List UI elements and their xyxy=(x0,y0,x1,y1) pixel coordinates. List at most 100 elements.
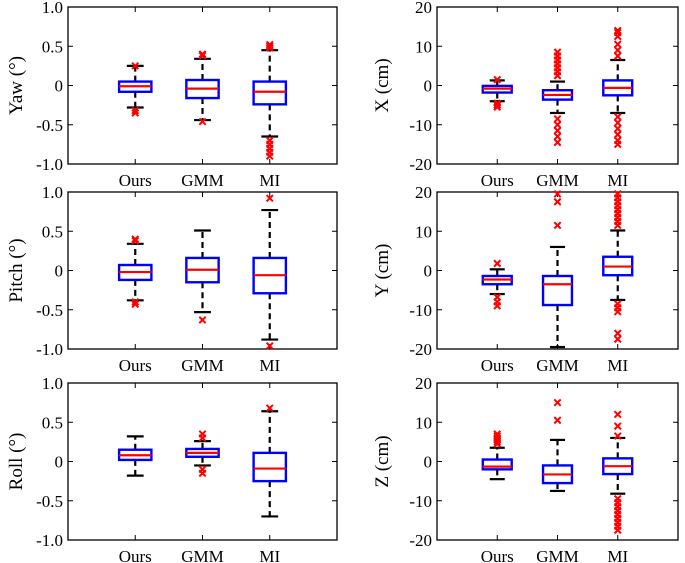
y-tick-label: 0 xyxy=(55,453,64,472)
outlier-marker xyxy=(553,190,562,198)
outlier-marker xyxy=(198,316,207,324)
y-tick-label: 0.5 xyxy=(42,37,63,56)
outlier-marker xyxy=(131,300,140,309)
y-tick-label: -0.5 xyxy=(36,116,63,135)
box-mi xyxy=(252,404,288,518)
y-axis-label: X (cm) xyxy=(372,58,393,112)
outlier-marker xyxy=(613,130,622,139)
y-tick-label: 0 xyxy=(55,77,64,96)
outlier-marker xyxy=(613,26,622,35)
box-ours xyxy=(481,430,513,481)
outlier-marker xyxy=(613,52,622,60)
y-tick-label: -1.0 xyxy=(36,340,63,359)
iqr-box xyxy=(541,274,574,307)
box-gmm xyxy=(541,190,574,349)
outlier-marker xyxy=(613,140,622,149)
category-label: GMM xyxy=(536,171,579,190)
y-tick-label: -10 xyxy=(409,301,432,320)
outlier-marker xyxy=(493,103,502,111)
outlier-marker xyxy=(198,469,207,478)
category-label: MI xyxy=(607,547,628,563)
y-tick-label: -20 xyxy=(409,531,432,550)
outlier-marker xyxy=(553,120,562,129)
outlier-marker xyxy=(613,112,622,121)
outlier-marker xyxy=(493,430,502,438)
box-ours xyxy=(117,61,153,117)
outlier-marker xyxy=(553,132,562,141)
outlier-marker xyxy=(553,126,562,135)
category-label: GMM xyxy=(181,171,224,190)
outlier-marker xyxy=(553,398,562,407)
y-tick-label: -10 xyxy=(409,492,432,511)
y-tick-label: 1.0 xyxy=(42,0,63,17)
category-label: Ours xyxy=(119,356,152,375)
chart-panel-3: -20 -10 0 10 20 Y (cm) Ours GMM MI xyxy=(372,183,679,375)
outlier-marker xyxy=(553,48,562,57)
outlier-marker xyxy=(613,410,622,419)
category-label: Ours xyxy=(481,547,514,563)
outlier-marker xyxy=(613,124,622,133)
outlier-marker xyxy=(613,118,622,127)
y-tick-label: 20 xyxy=(415,183,432,202)
y-tick-label: -20 xyxy=(409,155,432,174)
box-gmm xyxy=(541,398,574,493)
category-label: MI xyxy=(607,171,628,190)
category-label: Ours xyxy=(481,356,514,375)
outlier-marker xyxy=(131,236,140,245)
y-axis-label: Pitch (°) xyxy=(6,238,27,302)
box-mi xyxy=(602,26,634,149)
outlier-marker xyxy=(613,190,622,198)
y-tick-label: 10 xyxy=(415,37,432,56)
category-label: Ours xyxy=(119,171,152,190)
outlier-marker xyxy=(131,297,140,306)
y-tick-label: 20 xyxy=(415,0,432,17)
outlier-marker xyxy=(613,40,622,49)
y-axis-label: Y (cm) xyxy=(372,244,393,298)
chart-panel-5: -20 -10 0 10 20 Z (cm) Ours GMM MI xyxy=(372,374,679,563)
box-gmm xyxy=(541,48,574,147)
outlier-marker xyxy=(265,40,274,49)
category-label: Ours xyxy=(119,547,152,563)
outlier-marker xyxy=(493,75,502,84)
outlier-marker xyxy=(493,432,502,440)
category-label: MI xyxy=(259,547,280,563)
chart-panel-2: -1.0 -0.5 0 0.5 1.0 Pitch (°) Ours GMM MI xyxy=(6,183,338,375)
outlier-marker xyxy=(493,101,502,110)
outlier-marker xyxy=(131,109,140,117)
y-tick-label: -20 xyxy=(409,340,432,359)
y-tick-label: 10 xyxy=(415,413,432,432)
category-label: MI xyxy=(259,356,280,375)
category-label: MI xyxy=(607,356,628,375)
category-label: MI xyxy=(259,171,280,190)
box-mi xyxy=(252,40,288,161)
category-label: GMM xyxy=(536,547,579,563)
y-tick-label: -1.0 xyxy=(36,155,63,174)
outlier-marker xyxy=(131,235,140,244)
y-tick-label: -1.0 xyxy=(36,531,63,550)
outlier-marker xyxy=(198,50,207,59)
y-tick-label: 1.0 xyxy=(42,374,63,393)
y-tick-label: 1.0 xyxy=(42,183,63,202)
plot-frame xyxy=(67,6,338,165)
outlier-marker xyxy=(613,422,622,431)
category-label: GMM xyxy=(181,547,224,563)
y-tick-label: 0 xyxy=(424,262,433,281)
box-ours xyxy=(481,75,513,111)
y-tick-label: 0 xyxy=(55,262,64,281)
outlier-marker xyxy=(131,106,140,115)
outlier-marker xyxy=(553,138,562,147)
outlier-marker xyxy=(613,329,622,338)
box-ours xyxy=(481,259,513,310)
outlier-marker xyxy=(553,114,562,123)
y-tick-label: 0.5 xyxy=(42,413,63,432)
iqr-box xyxy=(252,80,288,106)
box-gmm xyxy=(185,229,220,324)
outlier-marker xyxy=(613,335,622,344)
box-ours xyxy=(117,235,153,309)
y-tick-label: 0 xyxy=(424,77,433,96)
box-mi xyxy=(602,190,634,344)
y-tick-label: 10 xyxy=(415,222,432,241)
outlier-marker xyxy=(613,307,622,316)
outlier-marker xyxy=(265,404,274,413)
outlier-marker xyxy=(198,430,207,438)
